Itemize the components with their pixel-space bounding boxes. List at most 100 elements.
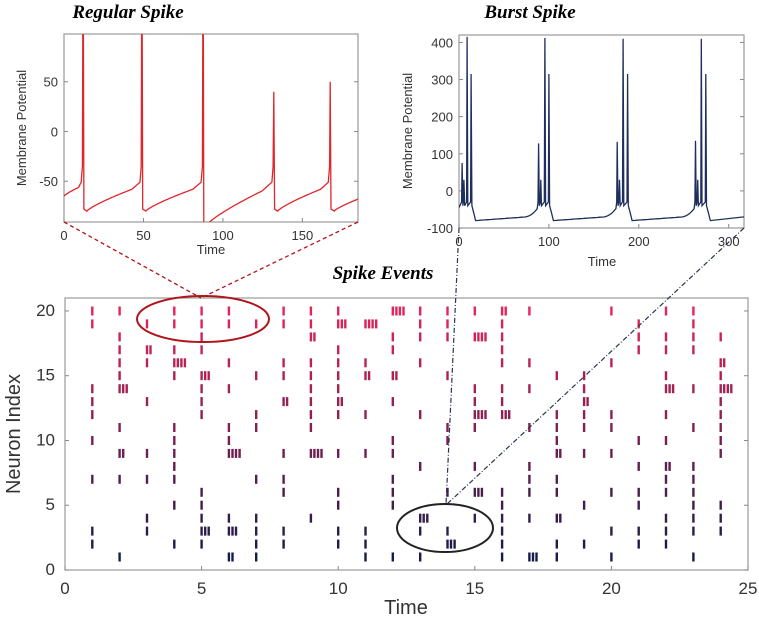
- spike-event-mark: [313, 332, 316, 342]
- spike-event-mark: [309, 319, 313, 329]
- burst-zoom-connector-right: [445, 227, 745, 506]
- spike-event-mark: [664, 539, 668, 549]
- spike-event-mark: [528, 384, 531, 394]
- spike-event-mark: [337, 358, 340, 368]
- spike-event-mark: [337, 500, 340, 510]
- spike-event-mark: [446, 423, 449, 432]
- spike-event-mark: [309, 410, 313, 420]
- spike-event-mark: [145, 319, 149, 329]
- spike-event-mark: [664, 526, 668, 536]
- spike-event-mark: [582, 500, 586, 510]
- burst-spike-highlight-ellipse: [396, 503, 494, 553]
- spike-event-mark: [282, 448, 285, 458]
- regular-xtick-label: 0: [60, 228, 67, 243]
- spike-event-mark: [664, 332, 668, 342]
- spike-event-mark: [364, 448, 367, 458]
- spike-event-mark: [118, 552, 121, 562]
- spike-event-mark: [484, 410, 487, 420]
- spike-event-mark: [313, 448, 316, 458]
- spike-event-mark: [637, 461, 640, 471]
- spike-event-mark: [340, 319, 343, 329]
- raster-axes-box: [64, 297, 749, 571]
- spike-event-mark: [227, 319, 231, 329]
- spike-event-mark: [692, 487, 695, 497]
- spike-event-mark: [282, 474, 285, 484]
- spike-event-mark: [555, 410, 558, 420]
- spike-event-mark: [719, 436, 722, 445]
- spike-event-mark: [692, 319, 695, 329]
- raster-ytick-label: 20: [36, 301, 55, 320]
- spike-event-mark: [637, 539, 640, 549]
- spike-event-mark: [446, 436, 449, 445]
- raster-xtick-label: 5: [197, 579, 206, 598]
- spike-event-mark: [337, 371, 340, 381]
- spike-event-mark: [91, 436, 94, 445]
- spike-event-mark: [145, 358, 149, 368]
- spike-event-mark: [446, 487, 449, 497]
- spike-event-mark: [91, 306, 94, 316]
- spike-event-mark: [446, 526, 449, 536]
- spike-event-mark: [610, 410, 613, 420]
- spike-event-mark: [582, 397, 586, 407]
- spike-event-mark: [426, 513, 429, 523]
- spike-event-mark: [500, 306, 504, 316]
- spike-event-mark: [375, 319, 378, 329]
- regular-xlabel: Time: [197, 242, 225, 257]
- spike-event-mark: [255, 410, 258, 420]
- spike-event-mark: [364, 552, 367, 562]
- spike-event-mark: [255, 552, 258, 562]
- spike-event-mark: [200, 513, 203, 523]
- spike-event-mark: [118, 371, 121, 381]
- spike-event-mark: [477, 332, 480, 342]
- burst-spike-title: Burst Spike: [483, 2, 576, 23]
- spike-event-mark: [282, 358, 285, 368]
- raster-xtick-label: 15: [465, 579, 484, 598]
- burst-ytick-label: 100: [431, 147, 453, 162]
- spike-event-mark: [535, 552, 538, 562]
- spike-event-mark: [227, 384, 231, 394]
- spike-event-mark: [118, 332, 121, 342]
- spike-event-mark: [227, 526, 231, 536]
- spike-event-mark: [446, 371, 449, 381]
- burst-ylabel: Membrane Potential: [400, 73, 415, 189]
- spike-event-mark: [337, 306, 340, 316]
- spike-event-mark: [446, 306, 449, 316]
- spike-event-mark: [610, 358, 613, 368]
- spike-event-mark: [337, 448, 340, 458]
- spike-event-mark: [282, 539, 285, 549]
- burst-ytick-label: 400: [431, 35, 453, 50]
- spike-event-mark: [145, 474, 149, 484]
- spike-event-mark: [555, 539, 558, 549]
- spike-event-mark: [500, 345, 504, 355]
- spike-event-mark: [173, 306, 176, 316]
- burst-ytick-label: 300: [431, 73, 453, 88]
- spike-event-mark: [173, 448, 176, 458]
- spike-event-mark: [309, 371, 313, 381]
- spike-event-mark: [610, 552, 613, 562]
- spike-event-mark: [309, 423, 313, 432]
- spike-event-mark: [227, 436, 231, 445]
- spike-event-mark: [337, 345, 340, 355]
- spike-event-mark: [173, 474, 176, 484]
- burst-zoom-connector-left: [445, 227, 460, 506]
- spike-event-mark: [473, 513, 476, 523]
- spike-event-mark: [282, 487, 285, 497]
- spike-event-mark: [282, 526, 285, 536]
- spike-event-mark: [726, 384, 729, 394]
- spike-event-mark: [391, 306, 394, 316]
- burst-ytick-label: 200: [431, 110, 453, 125]
- spike-event-mark: [555, 423, 558, 432]
- spike-event-mark: [531, 552, 535, 562]
- spike-event-mark: [668, 384, 671, 394]
- regular-ylabel: Membrane Potential: [14, 70, 29, 186]
- spike-event-mark: [200, 371, 203, 381]
- spike-event-mark: [285, 397, 289, 407]
- spike-event-mark: [500, 397, 504, 407]
- spike-event-mark: [484, 332, 487, 342]
- spike-event-mark: [364, 539, 367, 549]
- spike-event-mark: [364, 526, 367, 536]
- raster-xtick-label: 20: [602, 579, 621, 598]
- spike-event-mark: [122, 384, 125, 394]
- spike-event-mark: [391, 500, 394, 510]
